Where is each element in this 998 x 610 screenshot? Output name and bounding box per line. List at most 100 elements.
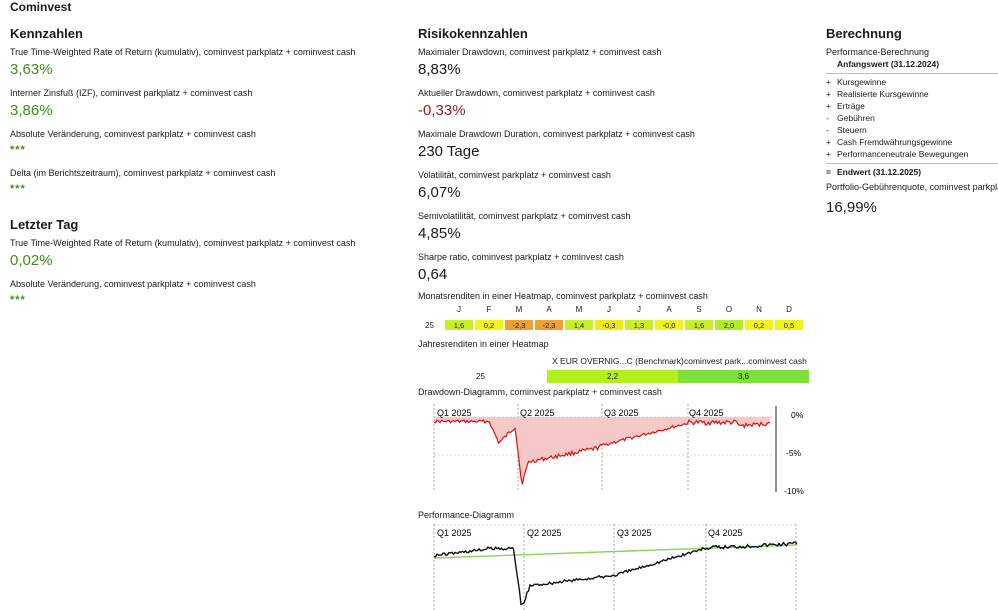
calc-end-value: Endwert (31.12.2025) bbox=[837, 167, 922, 177]
current-drawdown-value: -0,33% bbox=[418, 102, 466, 119]
pf-q2-label: Q2 2025 bbox=[527, 528, 562, 538]
heatmap-month-0: J bbox=[457, 305, 461, 314]
yearly-heatmap-col-benchmark: X EUR OVERNIG...C (Benchmark) bbox=[552, 356, 684, 366]
calc-row-label: Gebühren bbox=[837, 113, 875, 123]
pf-q1-label: Q1 2025 bbox=[437, 528, 472, 538]
drawdown-duration-label: Maximale Drawdown Duration, cominvest pa… bbox=[418, 129, 695, 139]
calc-start-value: Anfangswert (31.12.2024) bbox=[837, 59, 940, 69]
semivolatility-value: 4,85% bbox=[418, 225, 461, 242]
dd-ytick-0: 0% bbox=[791, 410, 804, 420]
calc-end-row: = Endwert (31.12.2025) bbox=[826, 166, 998, 178]
heatmap-month-9: O bbox=[725, 305, 733, 314]
app-title: Cominvest bbox=[10, 0, 72, 14]
calc-end-sym: = bbox=[826, 167, 831, 177]
fee-value: 16,99% bbox=[826, 199, 877, 216]
dd-q1-label: Q1 2025 bbox=[437, 408, 472, 418]
calc-row-label: Cash Fremdwährungsgewinne bbox=[837, 137, 953, 147]
delta-label: Delta (im Berichtszeitraum), cominvest p… bbox=[10, 168, 276, 178]
calc-row-1: + Realisierte Kursgewinne bbox=[826, 88, 998, 100]
heatmap-cell-0: 1,6 bbox=[444, 319, 474, 331]
dd-ytick-10: -10% bbox=[784, 486, 804, 496]
fee-label: Portfolio-Gebührenquote, cominvest parkp… bbox=[826, 182, 998, 192]
monthly-heatmap-label: Monatsrenditen in einer Heatmap, cominve… bbox=[418, 291, 708, 301]
sharpe-label: Sharpe ratio, cominvest parkplatz + comi… bbox=[418, 252, 624, 262]
yearly-heatmap: X EUR OVERNIG...C (Benchmark) cominvest … bbox=[418, 350, 818, 390]
dd-ytick-5: -5% bbox=[786, 448, 802, 458]
monthly-heatmap-year: 25 bbox=[425, 321, 434, 330]
heatmap-cell-7: -0,0 bbox=[654, 319, 684, 331]
calc-row-0: + Kursgewinne bbox=[826, 76, 998, 88]
current-drawdown-label: Aktueller Drawdown, cominvest parkplatz … bbox=[418, 88, 655, 98]
heatmap-cell-6: 1,3 bbox=[624, 319, 654, 331]
drawdown-line bbox=[433, 418, 771, 485]
calc-row-sym: - bbox=[826, 125, 829, 135]
yearly-heatmap-cell-benchmark: 2,2 bbox=[547, 370, 678, 383]
kennzahlen-column: Kennzahlen True Time-Weighted Rate of Re… bbox=[10, 26, 405, 318]
risiko-title: Risikokennzahlen bbox=[418, 26, 528, 41]
calc-row-sym: - bbox=[826, 113, 829, 123]
heatmap-month-6: J bbox=[637, 305, 641, 314]
yearly-heatmap-cell-portfolio: 3,6 bbox=[678, 370, 809, 383]
absolute-change-value: *** bbox=[10, 144, 26, 156]
heatmap-cell-1: 0,2 bbox=[474, 319, 504, 331]
calc-separator-top bbox=[826, 73, 998, 74]
semivolatility-label: Semivolatilität, cominvest parkplatz + c… bbox=[418, 211, 631, 221]
heatmap-cell-2: -2,3 bbox=[504, 319, 534, 331]
heatmap-month-2: M bbox=[515, 305, 523, 314]
ttwror-value: 3,63% bbox=[10, 61, 53, 78]
yearly-heatmap-label: Jahresrenditen in einer Heatmap bbox=[418, 339, 549, 349]
performance-line bbox=[433, 541, 798, 606]
delta-value: *** bbox=[10, 183, 26, 195]
izf-label: Interner Zinsfuß (IZF), cominvest parkpl… bbox=[10, 88, 253, 98]
kennzahlen-title: Kennzahlen bbox=[10, 26, 83, 41]
calc-row-sym: + bbox=[826, 77, 831, 87]
dd-q2-label: Q2 2025 bbox=[520, 408, 555, 418]
heatmap-month-3: A bbox=[546, 305, 552, 314]
drawdown-chart: Q1 2025 Q2 2025 Q3 2025 Q4 2025 0% -5% -… bbox=[433, 404, 804, 496]
drawdown-duration-value: 230 Tage bbox=[418, 143, 480, 160]
calc-row-label: Steuern bbox=[837, 125, 867, 135]
heatmap-month-8: S bbox=[696, 305, 702, 314]
calc-row-5: + Cash Fremdwährungsgewinne bbox=[826, 136, 998, 148]
calc-row-sym: + bbox=[826, 149, 831, 159]
risiko-column: Risikokennzahlen Maximaler Drawdown, com… bbox=[418, 26, 818, 610]
heatmap-cell-11: 0,5 bbox=[774, 319, 804, 331]
last-day-absolute-value: *** bbox=[10, 294, 26, 306]
max-drawdown-value: 8,83% bbox=[418, 61, 461, 78]
heatmap-cell-4: 1,4 bbox=[564, 319, 594, 331]
heatmap-cell-3: -2,3 bbox=[534, 319, 564, 331]
last-day-absolute-label: Absolute Veränderung, cominvest parkplat… bbox=[10, 279, 256, 289]
calc-row-label: Performanceneutrale Bewegungen bbox=[837, 149, 969, 159]
drawdown-chart-label: Drawdown-Diagramm, cominvest parkplatz +… bbox=[418, 387, 662, 397]
berechnung-column: Berechnung Performance-Berechnung Anfang… bbox=[826, 26, 998, 226]
calc-row-2: + Erträge bbox=[826, 100, 998, 112]
yearly-heatmap-col-portfolio: cominvest park...cominvest cash bbox=[684, 356, 807, 366]
drawdown-area bbox=[434, 417, 770, 485]
sharpe-value: 0,64 bbox=[418, 266, 448, 283]
heatmap-month-4: M bbox=[575, 305, 583, 314]
calc-row-label: Realisierte Kursgewinne bbox=[837, 89, 929, 99]
performance-chart: Q1 2025 Q2 2025 Q3 2025 Q4 2025 bbox=[433, 524, 798, 610]
izf-value: 3,86% bbox=[10, 102, 53, 119]
heatmap-month-11: D bbox=[786, 305, 792, 314]
calc-row-sym: + bbox=[826, 89, 831, 99]
max-drawdown-label: Maximaler Drawdown, cominvest parkplatz … bbox=[418, 47, 662, 57]
calc-row-label: Erträge bbox=[837, 101, 865, 111]
dd-q4-label: Q4 2025 bbox=[689, 408, 724, 418]
heatmap-cell-8: 1,6 bbox=[684, 319, 714, 331]
volatility-value: 6,07% bbox=[418, 184, 461, 201]
heatmap-cell-10: 0,2 bbox=[744, 319, 774, 331]
heatmap-month-5: J bbox=[607, 305, 611, 314]
performance-chart-label: Performance-Diagramm bbox=[418, 510, 515, 520]
berechnung-title: Berechnung bbox=[826, 26, 902, 41]
calc-separator-bottom bbox=[826, 163, 998, 164]
calc-row-3: - Gebühren bbox=[826, 112, 998, 124]
volatility-label: Volatilität, cominvest parkplatz + comin… bbox=[418, 170, 611, 180]
monthly-heatmap: 25 J 1,6 F 0,2 M -2,3 A -2,3 M 1,4 J -0,3 J 1,3 A -0,0 S… bbox=[418, 303, 818, 339]
calc-rows: + Kursgewinne + Realisierte Kursgewinne + Ert… bbox=[826, 76, 998, 160]
heatmap-month-1: F bbox=[486, 305, 492, 314]
performance-berechnung-label: Performance-Berechnung bbox=[826, 47, 930, 57]
calc-row-6: + Performanceneutrale Bewegungen bbox=[826, 148, 998, 160]
calc-row-4: - Steuern bbox=[826, 124, 998, 136]
calc-row-sym: + bbox=[826, 137, 831, 147]
